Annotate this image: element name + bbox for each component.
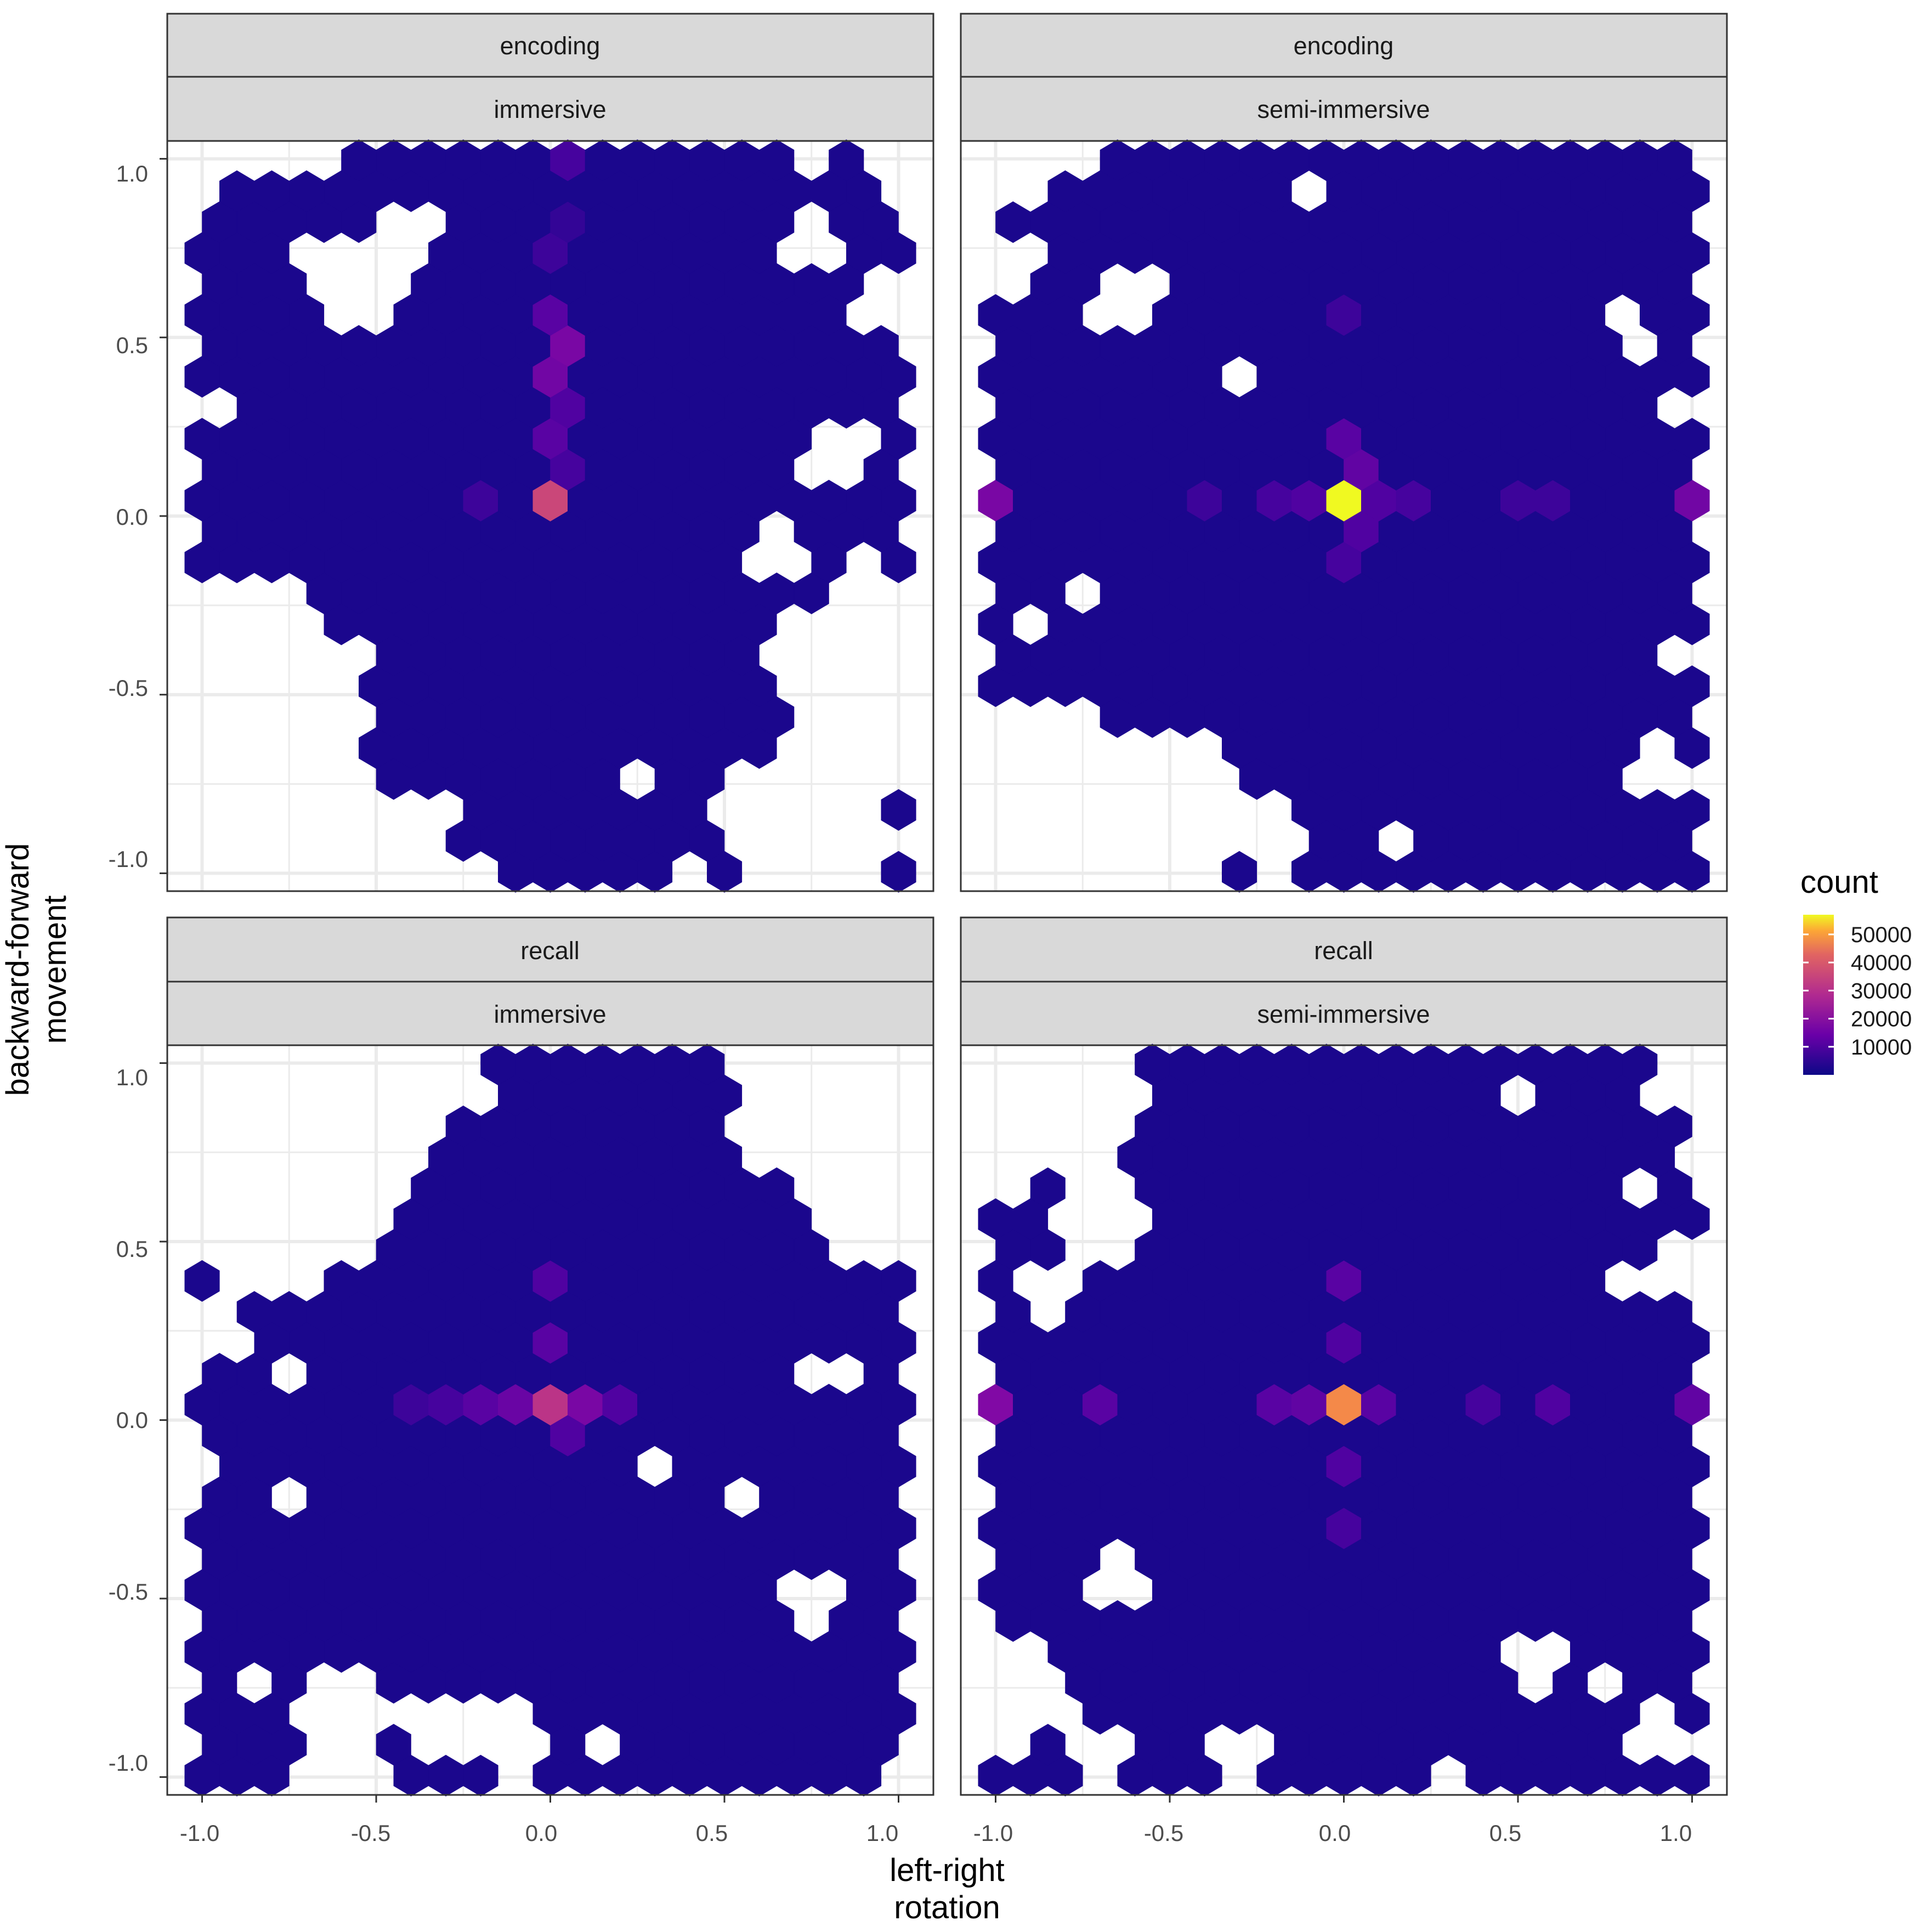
hexbin-cell [1657,139,1692,182]
hexbin-cell [1657,1291,1692,1333]
facet-strip-bottom [166,76,934,142]
y-tick-label: 1.0 [116,1064,148,1090]
legend-tick-label: 50000 [1851,923,1912,947]
hexbin-cell [1222,851,1257,893]
hexbin-layer [978,1044,1710,1797]
hexbin-cell [1674,789,1710,831]
x-axis-ticks-left: -1.0 -0.5 0.0 0.5 1.0 [180,1820,898,1846]
strip-label-top: encoding [500,32,600,60]
hexbin-cell [184,1260,220,1302]
facet-panel-recall-semi-immersive [960,916,1728,1797]
hexbin-layer [184,1044,916,1797]
hexbin-cell [759,139,795,182]
y-tick-label: 0.0 [116,504,148,530]
strip-labels: encoding immersive encoding semi-immersi… [494,32,1430,1028]
hexbin-cell [881,789,916,831]
hexbin-cell [1030,1724,1066,1766]
x-tick-label: -0.5 [351,1820,390,1846]
axis-tick-marks [160,158,1693,1803]
y-tick-label: 0.5 [116,332,148,358]
hexbin-cell [881,851,916,893]
hexbin-cell [1657,1106,1692,1147]
facet-strip-bottom [166,981,934,1046]
hexbin-cell [463,1754,498,1797]
legend-tick-label: 10000 [1851,1035,1912,1060]
panel-border [960,140,1728,892]
strip-label-bottom: semi-immersive [1257,95,1430,123]
x-tick-label: -1.0 [180,1820,219,1846]
legend-tick-label: 40000 [1851,951,1912,975]
x-tick-label: 1.0 [866,1820,898,1846]
y-axis-ticks-bottom: 1.0 0.5 0.0 -0.5 -1.0 [109,1064,148,1776]
hexbin-layer [184,139,916,893]
axis-title-line: movement [37,896,73,1044]
hexbin-cell [376,1724,411,1766]
x-axis-title: left-right rotation [889,1852,1005,1925]
legend-tick-label: 20000 [1851,1007,1912,1032]
strip-label-bottom: immersive [494,95,606,123]
legend-tick-label: 30000 [1851,979,1912,1003]
axis-title-line: backward-forward [0,843,36,1096]
hexbin-cell [829,139,864,182]
x-tick-label: -1.0 [973,1820,1013,1846]
hexbin-cell [1622,1044,1658,1086]
legend-colorbar [1803,915,1834,1075]
hexbin-cell [1674,418,1710,460]
x-tick-label: -0.5 [1144,1820,1183,1846]
facet-panel-encoding-immersive [166,13,934,893]
strip-label-top: recall [1314,937,1373,965]
y-axis-ticks-top: 1.0 0.5 0.0 -0.5 -1.0 [109,161,148,872]
hexbin-cell [863,325,899,367]
strip-label-top: recall [520,937,580,965]
y-tick-label: -1.0 [109,1750,148,1776]
hexbin-cell [881,1260,916,1302]
y-tick-label: 1.0 [116,161,148,186]
x-axis-ticks-right: -1.0 -0.5 0.0 0.5 1.0 [973,1820,1692,1846]
facet-strip-top [166,13,934,78]
x-tick-label: 0.0 [525,1820,557,1846]
y-tick-label: 0.0 [116,1407,148,1433]
y-tick-label: 0.5 [116,1236,148,1262]
hexbin-cell [1674,665,1710,707]
hexbin-cell [689,1044,725,1086]
x-tick-label: 0.5 [696,1820,728,1846]
axis-title-line: left-right [889,1852,1005,1888]
strip-label-top: encoding [1294,32,1394,60]
hexbin-layer [978,139,1710,893]
legend-title: count [1800,864,1878,900]
axis-title-line: rotation [894,1890,1000,1925]
x-tick-label: 1.0 [1660,1820,1692,1846]
legend-ticks: 10000 20000 30000 40000 50000 [1803,923,1912,1060]
hexbin-cell [759,1167,795,1209]
facet-strip-bottom [960,76,1728,142]
facet-panel-recall-immersive [166,916,934,1797]
x-tick-label: 0.0 [1319,1820,1351,1846]
facet-strip-top [166,916,934,983]
strip-label-bottom: immersive [494,1000,606,1028]
x-tick-label: 0.5 [1489,1820,1521,1846]
y-tick-label: -0.5 [109,675,148,701]
y-axis-title: backward-forwardmovement [0,843,73,1096]
strip-label-bottom: semi-immersive [1257,1000,1430,1028]
y-tick-label: -1.0 [109,846,148,872]
facet-strip-top [960,13,1728,78]
facet-panel-encoding-semi-immersive [960,13,1728,893]
color-legend: count 10000 20000 30000 40000 50000 [1800,864,1912,1075]
y-tick-label: -0.5 [109,1579,148,1605]
hexbin-cell [1030,1167,1066,1209]
